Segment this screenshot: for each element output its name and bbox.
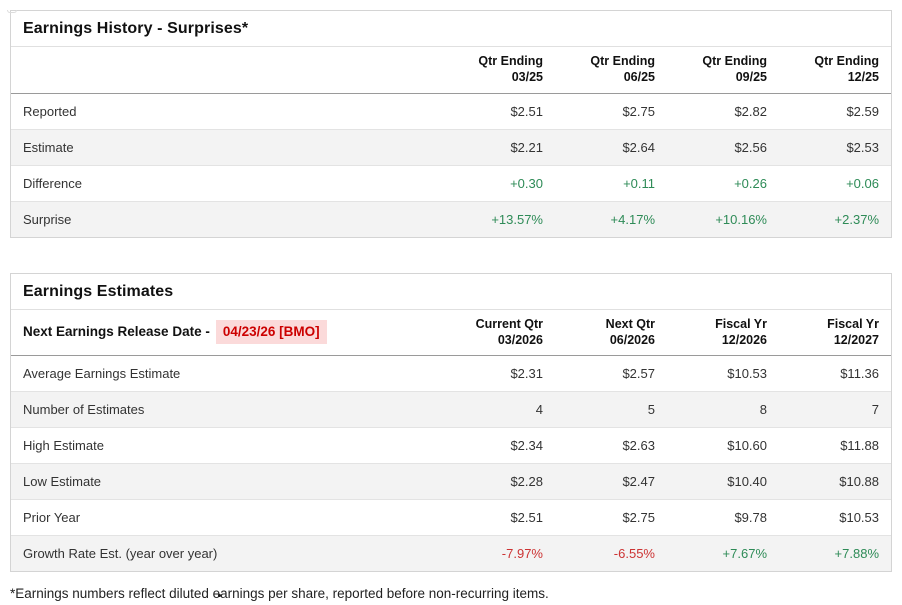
cell-value: $2.82 <box>667 93 779 130</box>
cell-value: $2.59 <box>779 93 891 130</box>
cell-value: $11.36 <box>779 355 891 392</box>
cell-value: +0.30 <box>443 165 555 202</box>
history-col-header: Qtr Ending 09/25 <box>667 47 779 94</box>
table-row: High Estimate $2.34 $2.63 $10.60 $11.88 <box>11 427 891 464</box>
history-header-row: Qtr Ending 03/25 Qtr Ending 06/25 Qtr En… <box>11 47 891 94</box>
table-row: Estimate $2.21 $2.64 $2.56 $2.53 <box>11 129 891 166</box>
screen-edge-artifact <box>7 10 17 13</box>
table-row: Growth Rate Est. (year over year) -7.97%… <box>11 535 891 571</box>
cell-value: -6.55% <box>613 546 655 561</box>
estimates-col-header: Fiscal Yr 12/2026 <box>667 309 779 356</box>
cell-value: +0.26 <box>667 165 779 202</box>
row-label: Average Earnings Estimate <box>11 355 443 392</box>
earnings-history-table: Qtr Ending 03/25 Qtr Ending 06/25 Qtr En… <box>11 47 891 237</box>
earnings-estimates-table: Next Earnings Release Date - 04/23/26 [BM… <box>11 309 891 571</box>
estimates-header-row: Next Earnings Release Date - 04/23/26 [BM… <box>11 309 891 356</box>
table-row: Number of Estimates 4 5 8 7 <box>11 391 891 428</box>
cell-value: +0.11 <box>555 165 667 202</box>
cell-value: +7.88% <box>834 546 879 561</box>
earnings-footnote: *Earnings numbers reflect diluted earnin… <box>10 586 549 601</box>
table-row: Difference +0.30 +0.11 +0.26 +0.06 <box>11 165 891 202</box>
earnings-history-title: Earnings History - Surprises* <box>11 11 891 47</box>
history-col-header: Qtr Ending 12/25 <box>779 47 891 94</box>
cell-value: $10.53 <box>779 499 891 536</box>
cell-value: $2.51 <box>443 499 555 536</box>
cell-value: $2.57 <box>555 355 667 392</box>
cell-value: $9.78 <box>667 499 779 536</box>
row-label: Prior Year <box>11 499 443 536</box>
cell-value: $2.51 <box>443 93 555 130</box>
cell-value: $2.53 <box>779 129 891 166</box>
row-label: High Estimate <box>11 427 443 464</box>
stray-dot-artifact <box>218 594 221 597</box>
row-label: Difference <box>11 165 443 202</box>
table-row: Surprise +13.57% +4.17% +10.16% +2.37% <box>11 201 891 237</box>
cell-value: $10.88 <box>779 463 891 500</box>
row-label: Estimate <box>11 129 443 166</box>
cell-value: $2.21 <box>443 129 555 166</box>
estimates-col-header: Fiscal Yr 12/2027 <box>779 309 891 356</box>
earnings-estimates-card: Earnings Estimates Next Earnings Release… <box>10 272 892 572</box>
history-col-header: Qtr Ending 03/25 <box>443 47 555 94</box>
cell-value: $2.75 <box>555 499 667 536</box>
history-col-header: Qtr Ending 06/25 <box>555 47 667 94</box>
cell-value: $10.40 <box>667 463 779 500</box>
cell-value: $2.28 <box>443 463 555 500</box>
cell-value: -7.97% <box>501 546 543 561</box>
table-row: Reported $2.51 $2.75 $2.82 $2.59 <box>11 93 891 130</box>
estimates-col-header: Current Qtr 03/2026 <box>443 309 555 356</box>
cell-value: $10.53 <box>667 355 779 392</box>
cell-value: $2.63 <box>555 427 667 464</box>
estimates-col-header: Next Qtr 06/2026 <box>555 309 667 356</box>
cell-value: 5 <box>555 391 667 428</box>
cell-value: 4 <box>443 391 555 428</box>
release-date-label: Next Earnings Release Date - <box>23 323 210 339</box>
cell-value: $2.56 <box>667 129 779 166</box>
cell-value: $2.64 <box>555 129 667 166</box>
earnings-estimates-title: Earnings Estimates <box>11 274 891 310</box>
cell-value: +2.37% <box>834 211 879 227</box>
next-earnings-release: Next Earnings Release Date - 04/23/26 [BM… <box>11 309 443 356</box>
row-label: Growth Rate Est. (year over year) <box>23 546 218 561</box>
cell-value: +4.17% <box>610 211 655 227</box>
row-label: Number of Estimates <box>11 391 443 428</box>
row-label: Reported <box>11 93 443 130</box>
cell-value: $10.60 <box>667 427 779 464</box>
table-row: Low Estimate $2.28 $2.47 $10.40 $10.88 <box>11 463 891 500</box>
cell-value: +0.06 <box>779 165 891 202</box>
cell-value: $2.34 <box>443 427 555 464</box>
cell-value: $11.88 <box>779 427 891 464</box>
cell-value: +7.67% <box>722 546 767 561</box>
cell-value: +10.16% <box>715 211 767 227</box>
table-row: Average Earnings Estimate $2.31 $2.57 $1… <box>11 355 891 392</box>
cell-value: 7 <box>779 391 891 428</box>
cell-value: $2.47 <box>555 463 667 500</box>
cell-value: 8 <box>667 391 779 428</box>
history-header-spacer <box>11 47 443 94</box>
table-row: Prior Year $2.51 $2.75 $9.78 $10.53 <box>11 499 891 536</box>
earnings-history-card: Earnings History - Surprises* Qtr Ending… <box>10 10 892 238</box>
cell-value: $2.31 <box>443 355 555 392</box>
row-label: Low Estimate <box>11 463 443 500</box>
release-date-value: 04/23/26 [BMO] <box>215 319 327 344</box>
cell-value: $2.75 <box>555 93 667 130</box>
cell-value: +13.57% <box>491 211 543 227</box>
row-label: Surprise <box>23 211 72 227</box>
